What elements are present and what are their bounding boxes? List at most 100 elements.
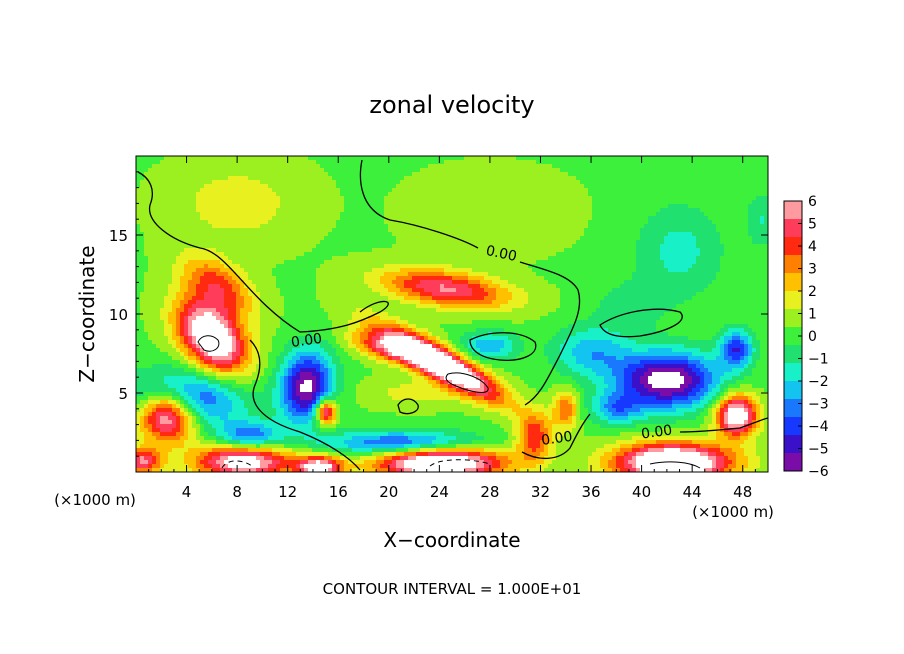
field-cell xyxy=(468,280,473,285)
field-cell xyxy=(512,236,517,241)
field-cell xyxy=(324,228,329,233)
field-cell xyxy=(288,156,293,161)
field-cell xyxy=(448,196,453,201)
field-cell xyxy=(276,248,281,253)
field-cell xyxy=(756,200,761,205)
field-cell xyxy=(656,192,661,197)
field-cell xyxy=(488,200,493,205)
field-cell xyxy=(144,164,149,169)
field-cell xyxy=(312,164,317,169)
field-cell xyxy=(428,244,433,249)
field-cell xyxy=(520,164,525,169)
field-cell xyxy=(380,216,385,221)
field-cell xyxy=(740,232,745,237)
field-cell xyxy=(684,228,689,233)
field-cell xyxy=(760,248,765,253)
field-cell xyxy=(748,236,753,241)
field-cell xyxy=(424,156,429,161)
field-cell xyxy=(716,168,721,173)
field-cell xyxy=(256,216,261,221)
field-cell xyxy=(608,236,613,241)
field-cell xyxy=(384,212,389,217)
field-cell xyxy=(704,268,709,273)
field-cell xyxy=(588,156,593,161)
field-cell xyxy=(256,232,261,237)
field-cell xyxy=(652,236,657,241)
field-cell xyxy=(752,232,757,237)
field-cell xyxy=(268,232,273,237)
field-cell xyxy=(516,216,521,221)
field-cell xyxy=(696,212,701,217)
field-cell xyxy=(604,184,609,189)
field-cell xyxy=(268,172,273,177)
field-cell xyxy=(388,188,393,193)
field-cell xyxy=(552,192,557,197)
field-cell xyxy=(336,212,341,217)
field-cell xyxy=(324,224,329,229)
field-cell xyxy=(364,252,369,257)
field-cell xyxy=(536,184,541,189)
field-cell xyxy=(684,264,689,269)
field-cell xyxy=(392,224,397,229)
field-cell xyxy=(480,216,485,221)
field-cell xyxy=(292,272,297,277)
field-cell xyxy=(652,276,657,281)
field-cell xyxy=(392,244,397,249)
field-cell xyxy=(244,224,249,229)
field-cell xyxy=(408,208,413,213)
field-cell xyxy=(456,208,461,213)
field-cell xyxy=(380,184,385,189)
field-cell xyxy=(320,276,325,281)
field-cell xyxy=(644,192,649,197)
field-cell xyxy=(136,216,141,221)
field-cell xyxy=(652,196,657,201)
field-cell xyxy=(164,168,169,173)
field-cell xyxy=(260,160,265,165)
field-cell xyxy=(176,276,181,281)
field-cell xyxy=(200,204,205,209)
field-cell xyxy=(712,172,717,177)
field-cell xyxy=(356,280,361,285)
field-cell xyxy=(712,176,717,181)
field-cell xyxy=(600,272,605,277)
field-cell xyxy=(524,232,529,237)
field-cell xyxy=(144,276,149,281)
field-cell xyxy=(668,236,673,241)
field-cell xyxy=(516,280,521,285)
field-cell xyxy=(492,224,497,229)
field-cell xyxy=(416,156,421,161)
field-cell xyxy=(496,264,501,269)
field-cell xyxy=(184,280,189,285)
field-cell xyxy=(700,180,705,185)
field-cell xyxy=(296,232,301,237)
field-cell xyxy=(304,216,309,221)
field-cell xyxy=(172,216,177,221)
field-cell xyxy=(384,264,389,269)
field-cell xyxy=(544,172,549,177)
field-cell xyxy=(432,212,437,217)
field-cell xyxy=(732,260,737,265)
field-cell xyxy=(648,216,653,221)
field-cell xyxy=(260,244,265,249)
field-cell xyxy=(536,176,541,181)
field-cell xyxy=(704,156,709,161)
field-cell xyxy=(380,276,385,281)
field-cell xyxy=(160,180,165,185)
field-cell xyxy=(268,176,273,181)
field-cell xyxy=(384,204,389,209)
field-cell xyxy=(728,248,733,253)
field-cell xyxy=(528,196,533,201)
field-cell xyxy=(624,236,629,241)
field-cell xyxy=(596,236,601,241)
field-cell xyxy=(692,252,697,257)
field-cell xyxy=(408,260,413,265)
field-cell xyxy=(564,180,569,185)
field-cell xyxy=(156,240,161,245)
field-cell xyxy=(216,192,221,197)
field-cell xyxy=(236,188,241,193)
field-cell xyxy=(656,260,661,265)
field-cell xyxy=(580,276,585,281)
field-cell xyxy=(240,276,245,281)
field-cell xyxy=(576,232,581,237)
field-cell xyxy=(368,276,373,281)
